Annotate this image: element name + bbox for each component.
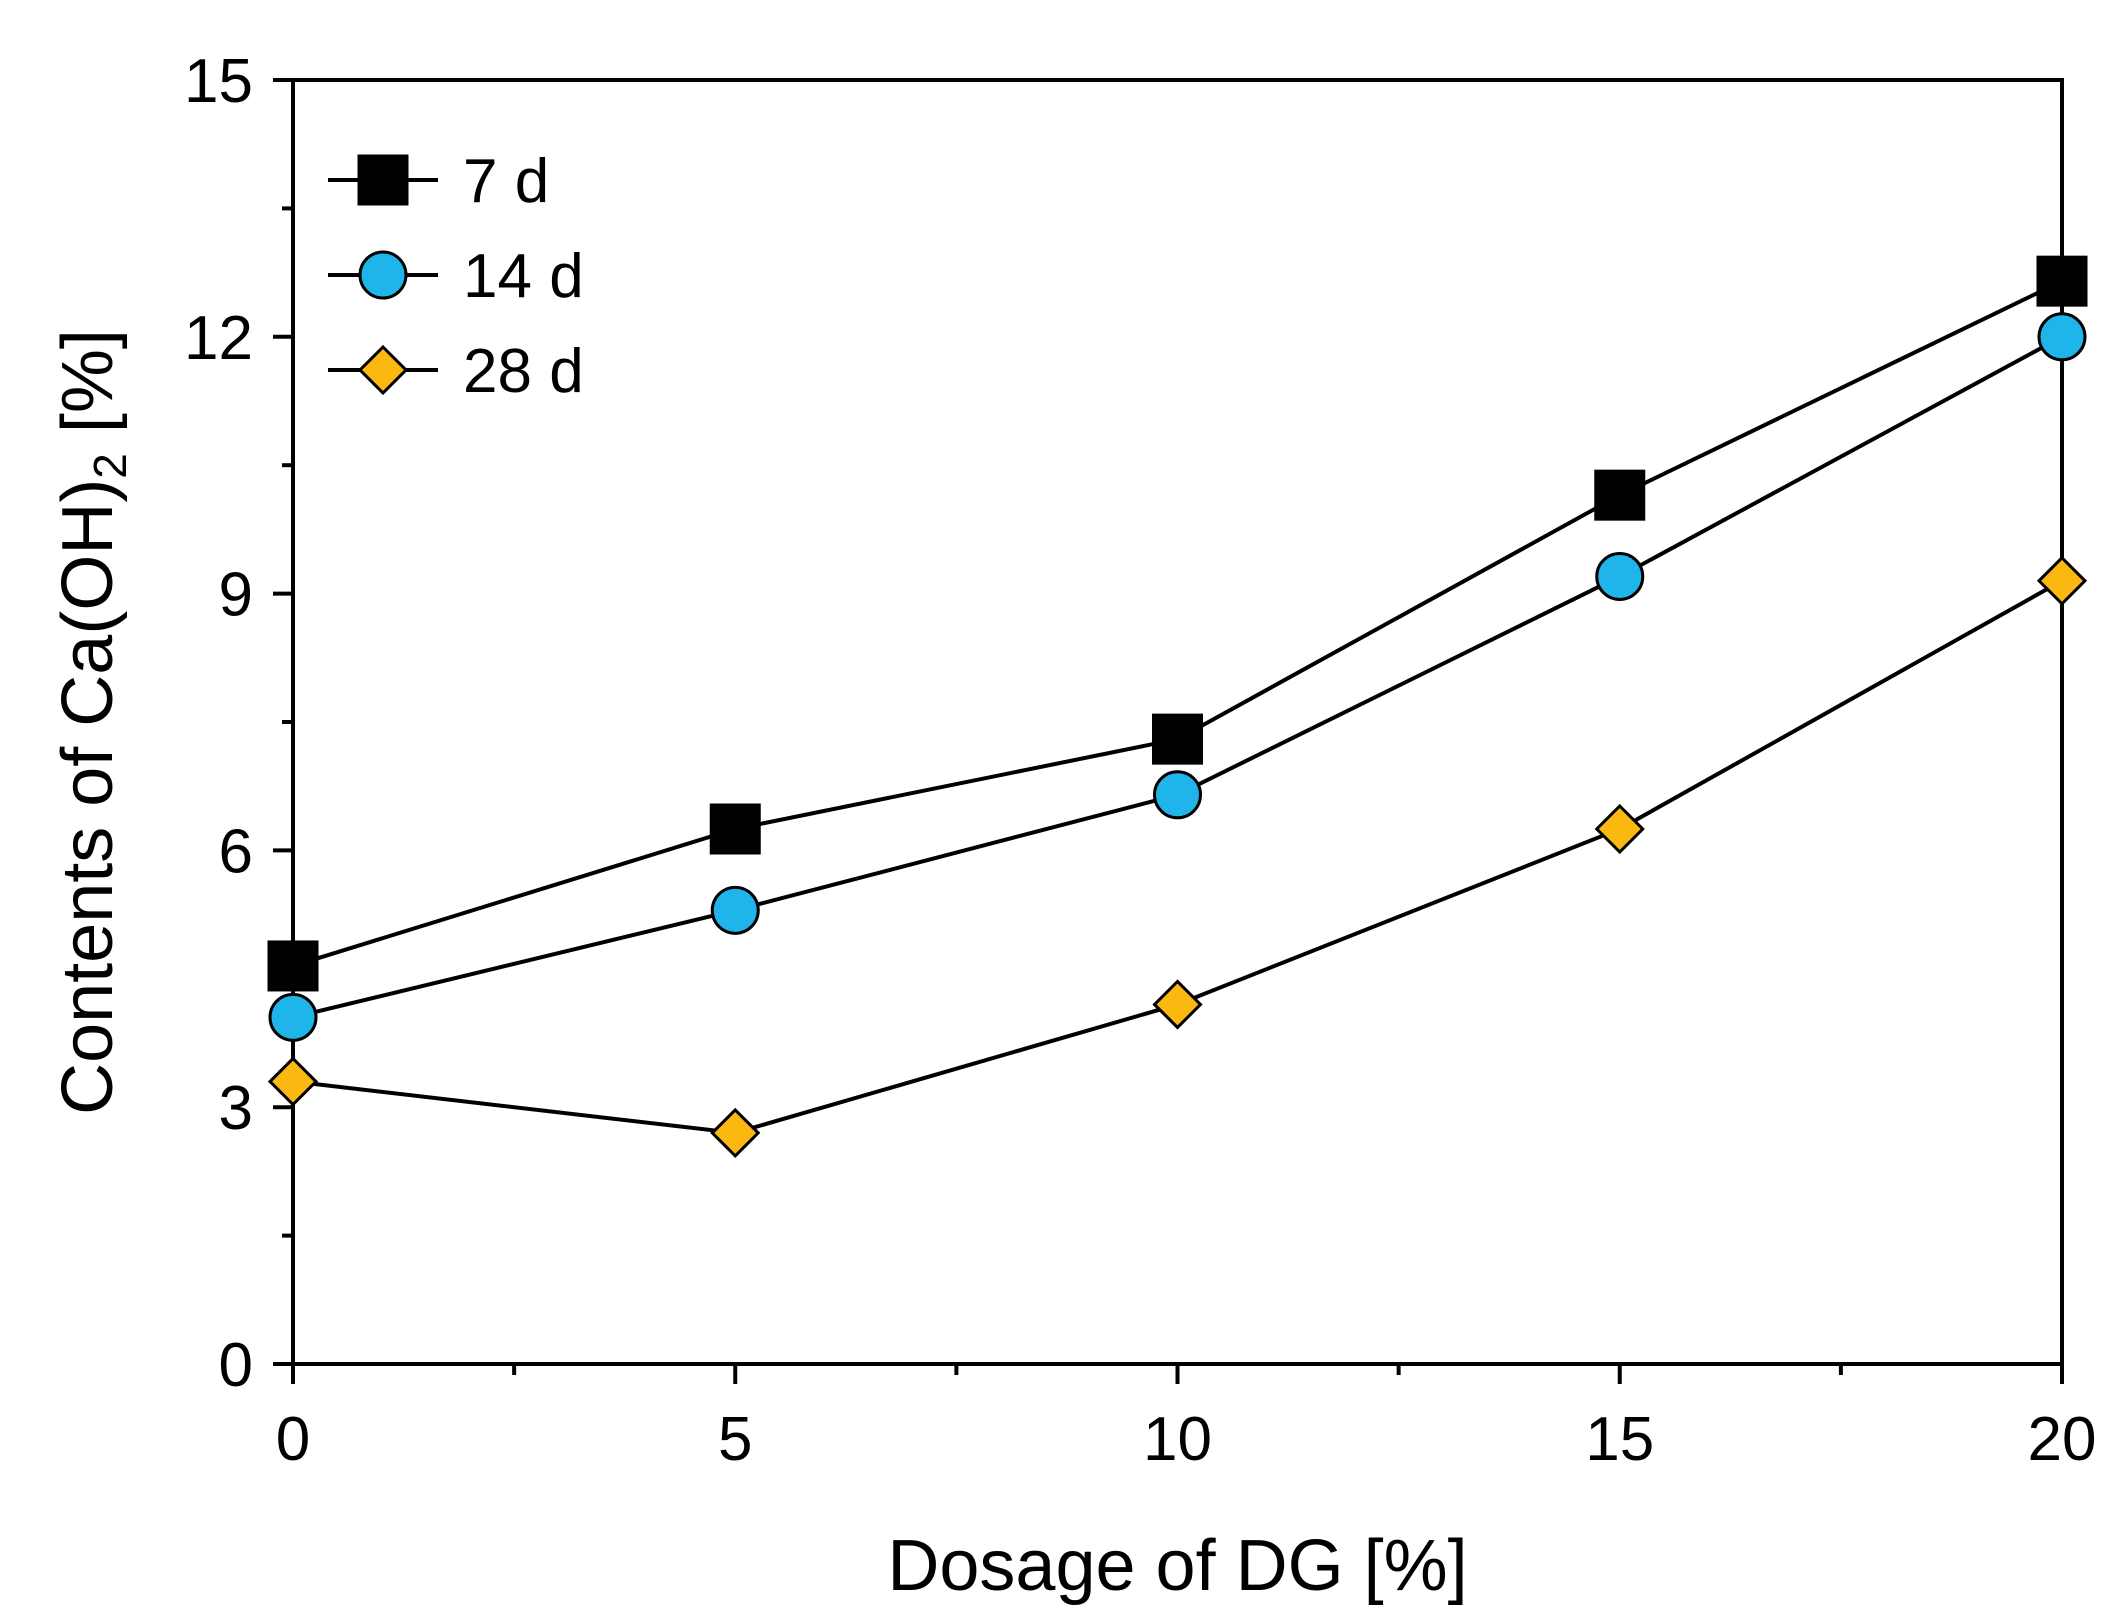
y-tick-label: 15	[184, 47, 253, 116]
series-28d	[267, 555, 2088, 1159]
x-axis-title: Dosage of DG [%]	[887, 1526, 1467, 1606]
y-axis-title: Contents of Ca(OH)2 [%]	[48, 329, 136, 1115]
x-tick-label: 0	[276, 1405, 310, 1474]
x-tick-label: 10	[1143, 1405, 1212, 1474]
data-point-14d	[1595, 551, 1645, 601]
y-tick-label: 9	[219, 561, 253, 630]
data-point-28d	[1152, 979, 1203, 1030]
series-7d	[267, 255, 2088, 992]
x-tick-label: 20	[2028, 1405, 2097, 1474]
legend-marker-28d	[357, 344, 409, 396]
y-tick-label: 6	[219, 817, 253, 886]
data-point-14d	[2037, 312, 2087, 362]
data-point-28d	[2036, 555, 2088, 606]
data-point-28d	[267, 1056, 319, 1107]
y-axis-title-subscript: 2	[84, 453, 136, 479]
series-line-28d	[292, 579, 2063, 1135]
data-point-7d	[1152, 713, 1203, 765]
y-axis-title-main: Contents of Ca(OH)	[48, 479, 128, 1115]
x-tick-label: 5	[718, 1405, 752, 1474]
series-layer	[267, 255, 2088, 1159]
legend-marker-7d	[357, 154, 409, 206]
data-point-28d	[710, 1107, 761, 1159]
y-axis-title-unit: [%]	[48, 329, 128, 453]
legend-label-14d: 14 d	[463, 242, 584, 311]
tick-labels: 0 3 6 9 12 15 0 5 10 15 20	[184, 47, 2096, 1474]
legend-label-28d: 28 d	[463, 337, 584, 406]
series-line-14d	[292, 335, 2063, 1020]
x-tick-label: 15	[1585, 1405, 1654, 1474]
y-tick-label: 3	[219, 1074, 253, 1143]
data-point-14d	[1153, 770, 1202, 820]
data-point-14d	[710, 885, 760, 935]
y-tick-label: 12	[184, 304, 253, 373]
data-point-7d	[1594, 469, 1646, 521]
data-point-14d	[268, 992, 318, 1042]
data-point-7d	[2036, 255, 2088, 307]
data-point-7d	[709, 803, 761, 855]
y-tick-label: 0	[219, 1331, 253, 1400]
legend-label-7d: 7 d	[463, 147, 549, 216]
series-14d	[268, 312, 2087, 1042]
axis-ticks	[273, 78, 2064, 1384]
legend: 7 d 14 d 28 d	[328, 147, 584, 406]
data-point-7d	[267, 940, 319, 992]
data-point-28d	[1594, 803, 1645, 855]
legend-marker-14d	[358, 250, 408, 300]
